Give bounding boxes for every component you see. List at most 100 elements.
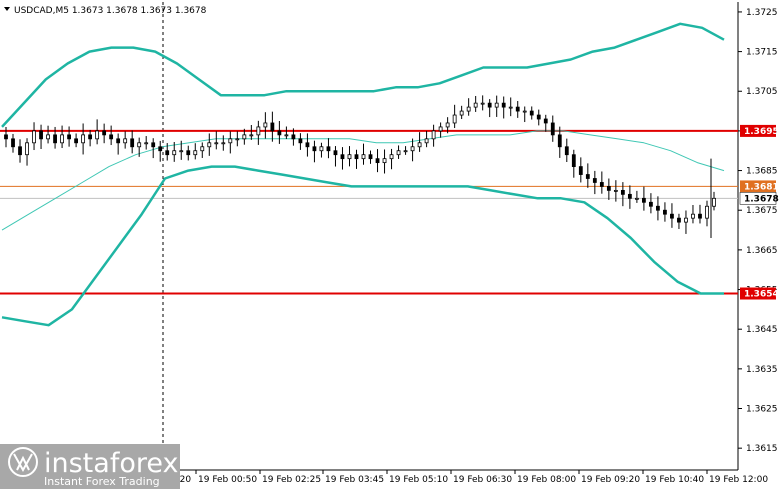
candle [25, 138, 29, 166]
candle [705, 200, 709, 227]
candle [634, 190, 639, 203]
bollinger-upper-band [1, 22, 725, 128]
candle [200, 142, 205, 158]
candle [396, 145, 401, 159]
candle [228, 131, 233, 154]
price-tags: 1.3695 1.3654 1.3681 1.3678 [739, 124, 779, 300]
candle [102, 123, 107, 144]
candle [158, 140, 163, 162]
candle [95, 119, 100, 145]
price-tick-label: 1.3685 [746, 167, 778, 177]
candle [298, 133, 303, 150]
time-tick-label: 19 Feb 06:30 [453, 475, 512, 485]
candle [389, 148, 394, 170]
previous-price-tag-label: 1.3681 [744, 182, 779, 192]
time-tick-label: 19 Feb 10:40 [645, 475, 704, 485]
candle [312, 140, 317, 163]
candle [67, 126, 71, 147]
candle [487, 99, 492, 118]
time-tick-label: 19 Feb 02:25 [262, 475, 321, 485]
candle [368, 150, 373, 164]
candle [536, 109, 541, 126]
candle [529, 106, 534, 120]
candle [151, 138, 156, 159]
chart-header: USDCAD,M5 1.3673 1.3678 1.3673 1.3678 [4, 6, 207, 16]
time-tick-label: 19 Feb 03:45 [325, 475, 384, 485]
candle [326, 138, 331, 159]
candle [347, 146, 352, 167]
candle [557, 126, 562, 158]
candle [613, 180, 618, 202]
candle [642, 186, 646, 211]
candle [179, 140, 184, 160]
candle [571, 149, 576, 178]
candle [684, 210, 688, 234]
candle [677, 213, 681, 230]
candle [207, 133, 212, 156]
candle [4, 127, 8, 148]
candle [165, 143, 170, 161]
candle [249, 125, 254, 140]
time-tick-label: 19 Feb 08:00 [517, 475, 576, 485]
price-tick-label: 1.3705 [746, 87, 778, 97]
candle [712, 191, 716, 211]
candle [627, 185, 632, 209]
candle [53, 126, 57, 149]
resistance-tag-label: 1.3695 [744, 127, 779, 137]
candle [137, 137, 142, 157]
candle [116, 133, 121, 155]
candle [81, 123, 86, 155]
candle [46, 125, 50, 144]
candle [473, 95, 478, 112]
price-tick-label: 1.3635 [746, 365, 778, 375]
current-price-tag-label: 1.3678 [744, 194, 779, 204]
candle [235, 131, 240, 147]
candle [508, 97, 513, 117]
candle [340, 147, 345, 170]
resistance-tag [740, 124, 776, 137]
time-tick-label: 19 Feb 12:00 [709, 475, 768, 485]
bollinger-bands [1, 22, 725, 327]
time-tick-label: 19 Feb 09:20 [581, 475, 640, 485]
candle [74, 133, 78, 148]
price-tick-label: 1.3625 [746, 405, 778, 415]
dropdown-triangle-icon[interactable] [4, 7, 10, 11]
candle [60, 125, 64, 149]
candle [11, 133, 15, 153]
candle [691, 204, 695, 224]
candle [649, 193, 653, 214]
candle [698, 204, 702, 224]
candle [417, 132, 422, 152]
candle [221, 135, 226, 151]
candle [585, 163, 590, 188]
candle [361, 143, 366, 165]
symbol-title: USDCAD,M5 1.3673 1.3678 1.3673 1.3678 [14, 6, 207, 16]
candle [459, 105, 464, 120]
candle [550, 115, 555, 142]
current-price-tag [739, 192, 777, 205]
candle [375, 149, 380, 173]
candle [606, 178, 611, 200]
candle [564, 138, 569, 163]
logo-tagline: Instant Forex Trading [44, 475, 160, 488]
candle [242, 128, 247, 145]
candle [305, 133, 310, 157]
candle [270, 111, 275, 142]
candle [291, 128, 296, 146]
candle [438, 122, 443, 138]
bollinger-lower-band [1, 165, 724, 327]
price-tick-label: 1.3615 [746, 444, 778, 454]
price-tick-label: 1.3645 [746, 325, 778, 335]
logo-background [0, 444, 180, 489]
candle [263, 112, 268, 139]
candle [522, 106, 527, 123]
candle [18, 139, 22, 163]
candle [445, 117, 450, 134]
time-tick-label: 19 Feb 05:10 [389, 475, 448, 485]
candle [670, 203, 674, 228]
candle [354, 149, 359, 169]
time-tick-label: 19 Feb 00:50 [198, 475, 257, 485]
candle [109, 125, 114, 146]
